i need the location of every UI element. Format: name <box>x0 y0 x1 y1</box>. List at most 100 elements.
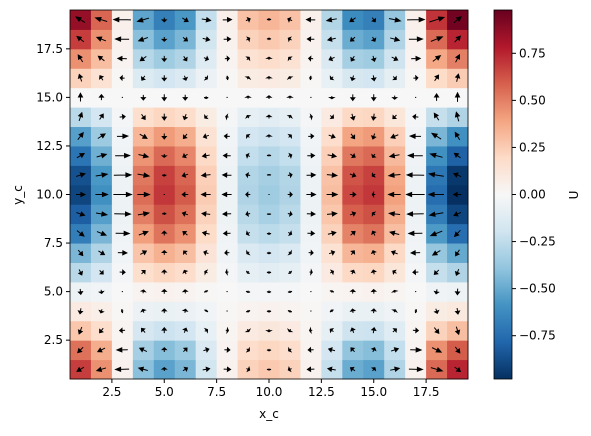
arrow <box>201 152 210 159</box>
arrow <box>453 15 463 24</box>
x-tick-label: 2.5 <box>102 385 121 399</box>
arrow <box>182 75 189 81</box>
arrow <box>138 230 149 236</box>
arrow <box>412 113 419 120</box>
arrow <box>327 152 338 159</box>
arrow <box>309 113 313 121</box>
arrow <box>161 55 168 63</box>
arrow <box>390 347 400 353</box>
arrow <box>433 112 440 121</box>
arrow <box>222 16 233 23</box>
arrow <box>407 230 423 237</box>
arrow <box>140 250 148 256</box>
arrow <box>433 93 440 101</box>
arrow <box>224 249 230 256</box>
arrow <box>433 269 440 276</box>
arrow <box>307 152 316 159</box>
arrow <box>370 326 377 334</box>
arrow <box>182 366 189 373</box>
arrow <box>181 172 189 178</box>
arrow <box>161 288 168 294</box>
arrow <box>433 327 440 335</box>
arrow <box>117 249 128 256</box>
colorbar-tick-label: 0.50 <box>519 93 546 107</box>
arrow <box>454 73 461 82</box>
arrow <box>405 191 425 198</box>
arrow <box>411 55 422 62</box>
colorbar: −0.75 −0.50 −0.25 0.00 0.25 0.50 0.75 <box>493 9 556 380</box>
arrow <box>161 269 168 275</box>
arrow <box>76 366 85 372</box>
arrow <box>182 36 189 42</box>
arrow <box>202 133 210 140</box>
arrow <box>137 36 148 42</box>
arrow <box>287 36 292 43</box>
arrow <box>245 230 250 237</box>
arrow <box>328 133 336 139</box>
arrow <box>407 152 423 159</box>
arrow <box>181 191 189 198</box>
arrow <box>370 55 377 63</box>
arrow <box>288 230 293 237</box>
arrow <box>266 37 272 41</box>
arrow <box>287 249 292 256</box>
arrow <box>222 230 231 237</box>
arrow <box>288 270 293 275</box>
arrow <box>95 211 109 217</box>
arrow <box>349 308 357 314</box>
arrow <box>222 152 231 159</box>
arrow <box>203 290 209 293</box>
arrow <box>414 308 418 314</box>
arrow <box>287 191 293 198</box>
arrow <box>387 211 401 217</box>
arrow <box>327 347 336 353</box>
arrow <box>410 347 423 353</box>
arrow <box>266 154 272 157</box>
arrow <box>162 212 167 215</box>
arrow <box>427 191 445 198</box>
arrow <box>161 347 168 352</box>
arrow <box>201 211 211 217</box>
arrow <box>329 290 335 293</box>
arrow <box>286 76 294 80</box>
arrow <box>115 230 131 237</box>
arrow <box>327 230 337 237</box>
arrow <box>118 327 126 334</box>
arrow <box>306 211 316 217</box>
arrow <box>406 211 424 217</box>
arrow <box>161 308 168 314</box>
arrow <box>454 131 461 141</box>
arrow <box>99 327 104 334</box>
arrow <box>326 191 339 198</box>
arrow <box>452 191 462 198</box>
colorbar-label: U <box>567 191 581 200</box>
arrow <box>329 114 335 120</box>
arrow <box>245 16 251 23</box>
arrow <box>265 56 273 60</box>
arrow <box>244 95 252 99</box>
arrow <box>96 347 106 353</box>
arrow <box>349 366 356 372</box>
arrow <box>245 270 250 275</box>
arrow <box>434 74 440 82</box>
arrow <box>266 232 272 235</box>
arrow <box>221 191 232 198</box>
x-tick-label: 5.0 <box>155 385 174 399</box>
arrow <box>370 308 377 314</box>
arrow <box>246 36 251 43</box>
arrow <box>370 269 377 275</box>
arrow <box>113 191 133 198</box>
arrow <box>75 16 86 23</box>
arrow <box>287 309 292 313</box>
arrow <box>410 249 421 256</box>
arrow <box>350 152 356 159</box>
arrow <box>349 191 357 198</box>
arrow <box>95 172 109 178</box>
arrow <box>182 231 188 236</box>
arrow <box>370 75 377 82</box>
colorbar-tick-label: 0.75 <box>519 46 546 60</box>
arrow <box>182 269 189 275</box>
y-tick-label: 5.0 <box>44 285 63 299</box>
arrow <box>245 191 251 198</box>
